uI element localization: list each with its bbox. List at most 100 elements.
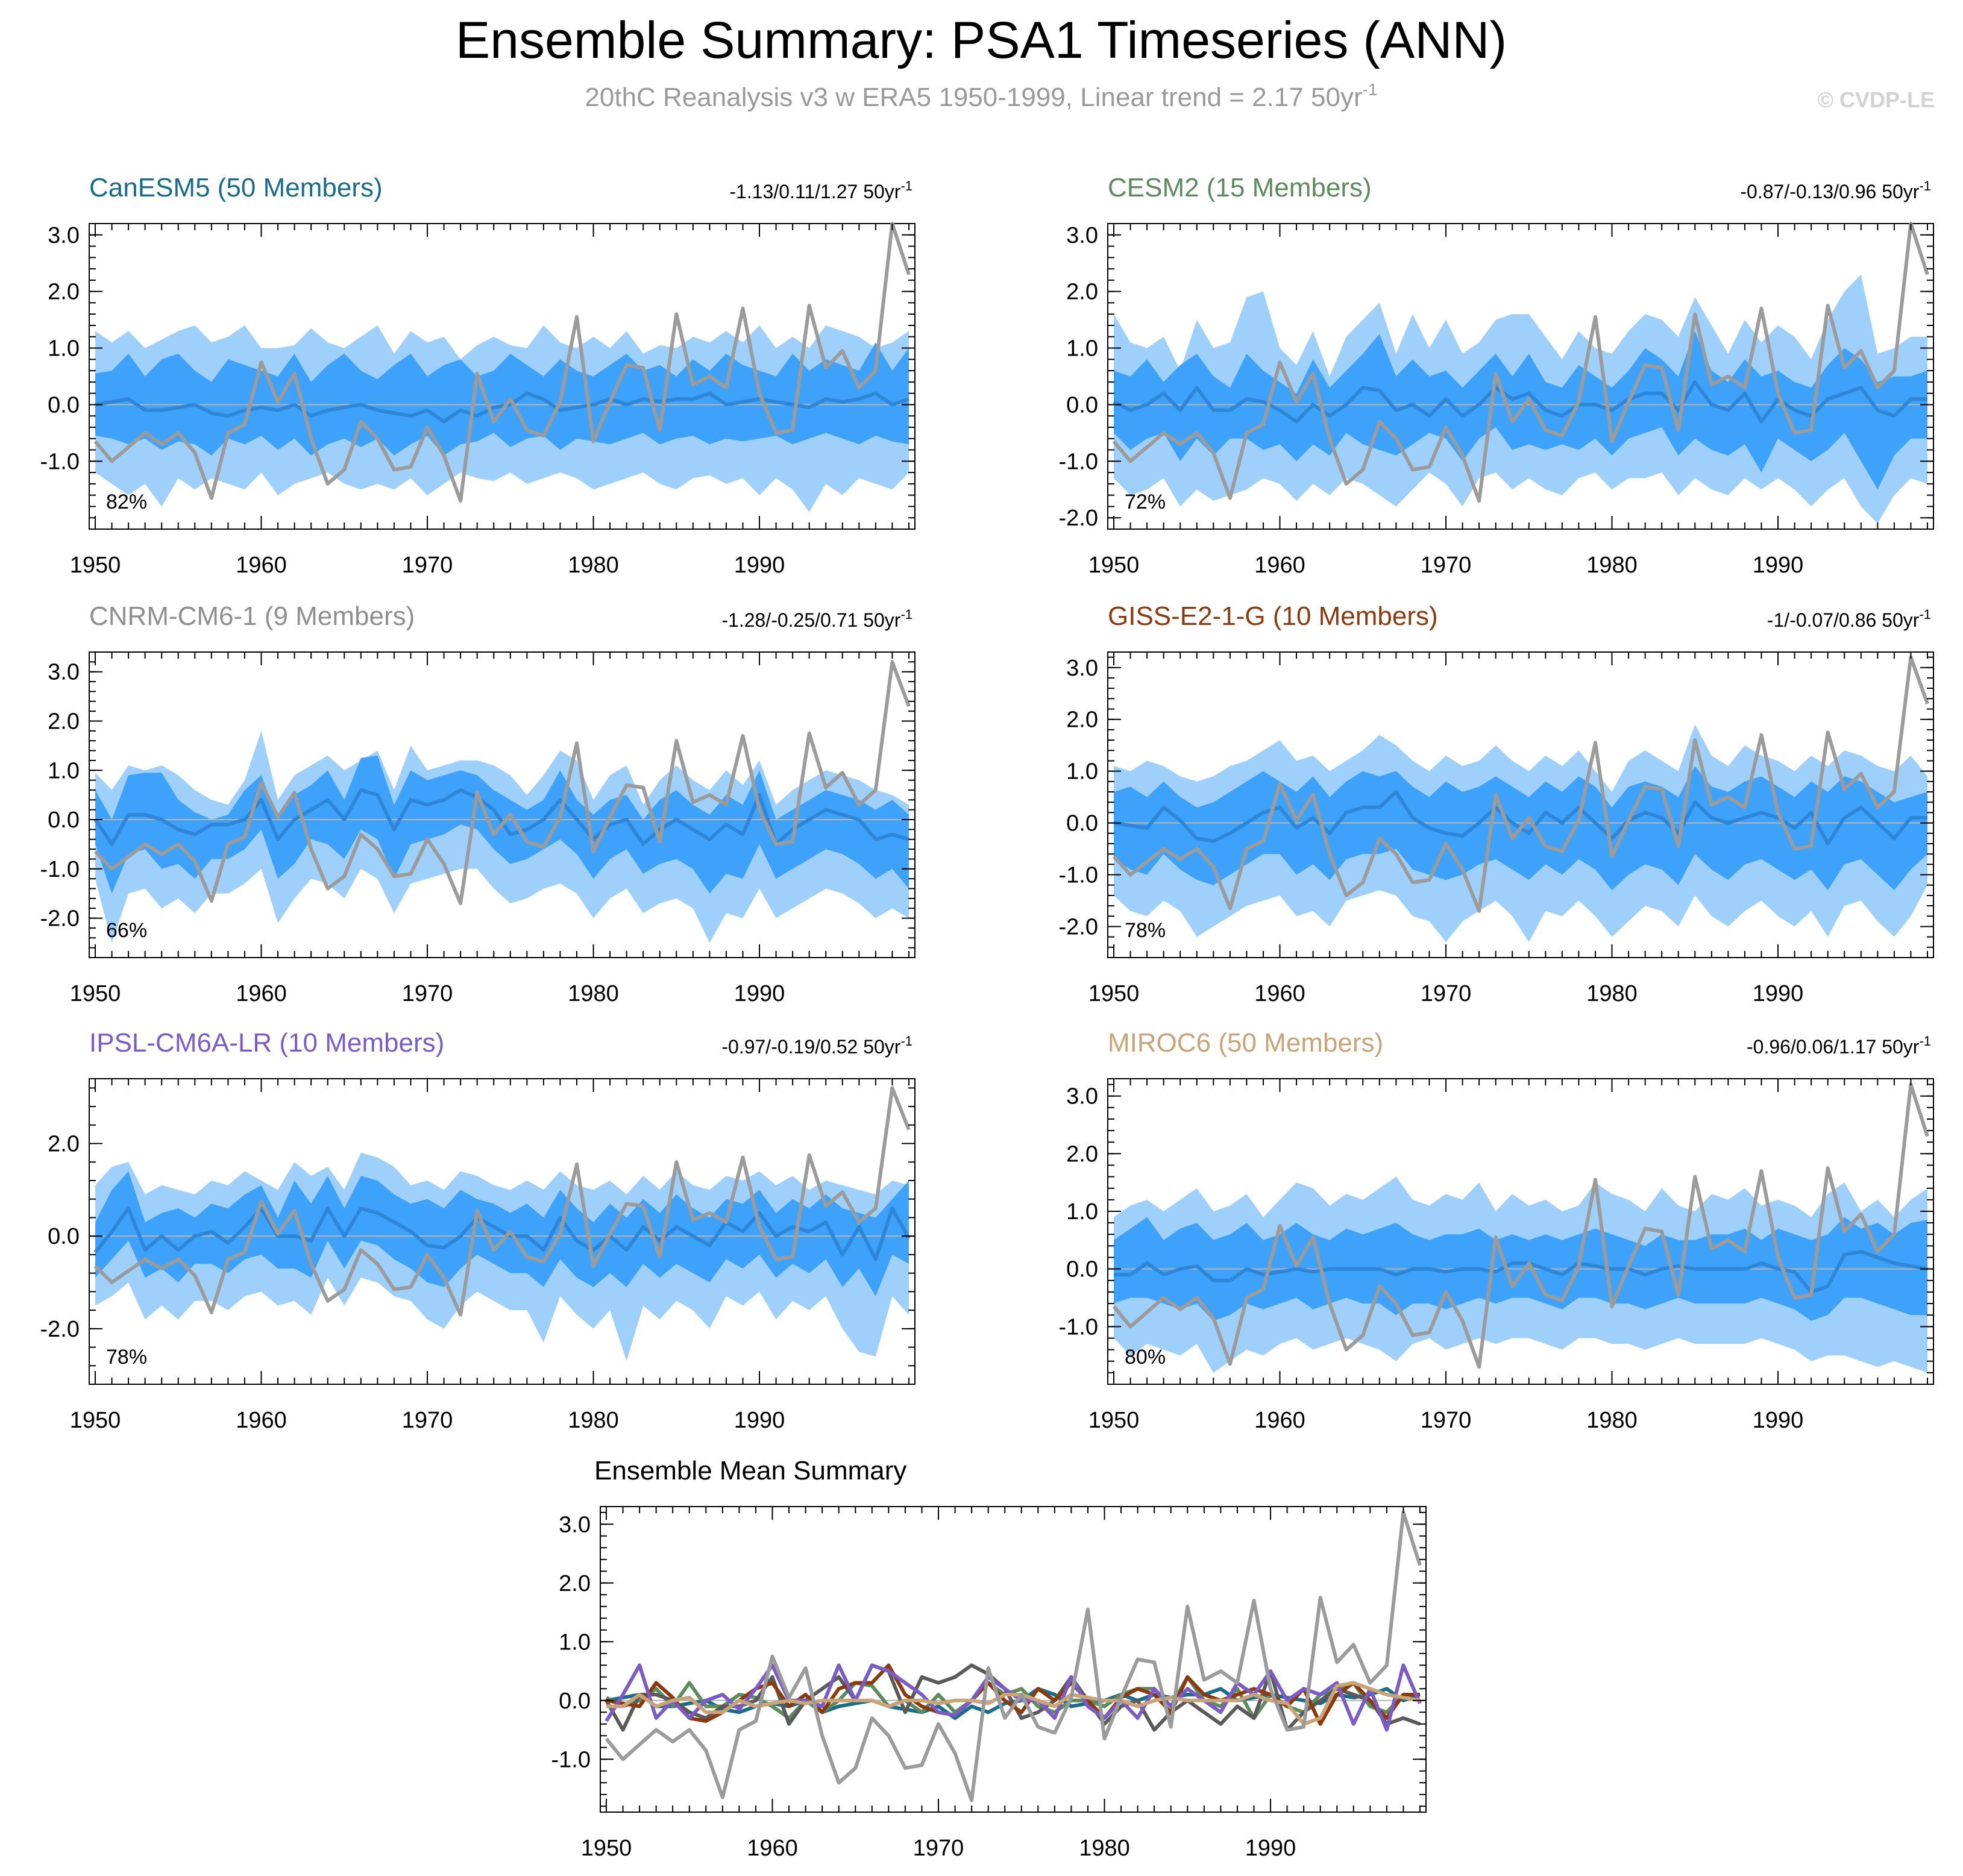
x-tick-label: 1960 xyxy=(236,1408,287,1433)
credit-watermark: © CVDP-LE xyxy=(1817,87,1935,112)
figure-subtitle: 20thC Reanalysis v3 w ERA5 1950-1999, Li… xyxy=(585,80,1377,112)
x-tick-label: 1970 xyxy=(913,1836,964,1861)
panel-title: CanESM5 (50 Members) xyxy=(89,173,383,202)
plot-frame xyxy=(89,651,916,958)
percent-label: 78% xyxy=(1125,919,1166,942)
y-tick-label: 0.0 xyxy=(1066,392,1098,418)
x-tick-label: 1950 xyxy=(1088,1408,1140,1433)
x-tick-label: 1990 xyxy=(734,1408,785,1433)
x-tick-label: 1950 xyxy=(1088,553,1140,578)
percent-label: 72% xyxy=(1125,491,1166,513)
ensemble-mean-line xyxy=(93,1206,911,1261)
y-tick-label: -1.0 xyxy=(1059,449,1098,474)
x-tick-label: 1980 xyxy=(1079,1836,1130,1861)
percent-label: 78% xyxy=(106,1346,147,1369)
panel-title: CNRM-CM6-1 (9 Members) xyxy=(89,601,415,631)
y-tick-label: -2.0 xyxy=(40,1317,80,1342)
x-tick-label: 1970 xyxy=(402,981,453,1006)
y-tick-label: -1.0 xyxy=(551,1747,591,1772)
x-tick-label: 1960 xyxy=(1254,553,1305,578)
chart-panel-giss: 1950 1960 1970 1980 1990 -2.0 -1.0 0.0 1.0 2.0 3.0… xyxy=(1059,601,1934,1006)
trend-range-text: -0.96/0.06/1.17 50yr xyxy=(1747,1036,1920,1058)
percent-label: 66% xyxy=(106,919,147,942)
panel-title: MIROC6 (50 Members) xyxy=(1108,1028,1383,1058)
x-tick-label: 1960 xyxy=(1254,981,1305,1006)
chart-panel-ipsl: 1950 1960 1970 1980 1990 -2.0 0.0 2.0 IPSL-CM6A-… xyxy=(40,1028,916,1433)
trend-range-label: -1.13/0.11/1.27 50yr-1 xyxy=(729,178,912,202)
spread-band-25-75 xyxy=(95,342,909,456)
panel-title: GISS-E2-1-G (10 Members) xyxy=(1108,601,1438,631)
x-tick-label: 1950 xyxy=(1088,981,1140,1006)
y-tick-label: 1.0 xyxy=(1066,336,1098,362)
trend-range-text: -0.97/-0.19/0.52 50yr xyxy=(721,1036,900,1058)
x-tick-label: 1960 xyxy=(1254,1408,1305,1433)
trend-units-superscript: -1 xyxy=(900,1034,912,1049)
x-tick-label: 1990 xyxy=(734,981,785,1006)
y-tick-label: -2.0 xyxy=(40,906,80,932)
plot-frame xyxy=(1107,651,1934,958)
percent-label: 80% xyxy=(1125,1346,1166,1369)
ensemble-mean-line xyxy=(95,391,909,424)
y-tick-label: 2.0 xyxy=(48,1132,80,1157)
x-tick-label: 1980 xyxy=(568,1408,619,1433)
x-tick-label: 1980 xyxy=(1586,1408,1638,1433)
x-tick-label: 1970 xyxy=(1421,1408,1472,1433)
chart-panel-canesm5: 1950 1960 1970 1980 1990 -1.0 0.0 1.0 2.0 3.0 CanE… xyxy=(40,173,916,578)
observed-line xyxy=(1112,222,1929,503)
plot-frame xyxy=(600,1506,1427,1813)
subtitle-text: 20thC Reanalysis v3 w ERA5 1950-1999, Li… xyxy=(585,83,1362,112)
trend-range-text: -1.13/0.11/1.27 50yr xyxy=(729,181,900,202)
x-tick-label: 1970 xyxy=(402,553,453,578)
y-tick-label: -1.0 xyxy=(1059,863,1098,888)
trend-units-superscript: -1 xyxy=(900,178,912,193)
y-tick-label: 1.0 xyxy=(1066,759,1098,785)
observed-line xyxy=(93,660,911,905)
trend-units-superscript: -1 xyxy=(1919,178,1931,193)
y-tick-label: 1.0 xyxy=(1066,1199,1098,1225)
x-tick-label: 1980 xyxy=(568,981,619,1006)
x-tick-label: 1980 xyxy=(568,553,619,578)
y-tick-label: 0.0 xyxy=(1066,1257,1098,1282)
x-tick-label: 1980 xyxy=(1586,981,1638,1006)
y-tick-label: 2.0 xyxy=(48,280,80,305)
x-tick-label: 1980 xyxy=(1586,553,1638,578)
x-tick-label: 1990 xyxy=(1245,1836,1296,1861)
x-tick-label: 1970 xyxy=(402,1408,453,1433)
trend-range-label: -0.96/0.06/1.17 50yr-1 xyxy=(1747,1034,1931,1058)
trend-range-text: -1.28/-0.25/0.71 50yr xyxy=(721,609,900,631)
panels-group: 1950 1960 1970 1980 1990 -1.0 0.0 1.0 2.0 3.0 CanE… xyxy=(40,173,1934,1861)
x-tick-label: 1950 xyxy=(70,981,121,1006)
x-tick-label: 1990 xyxy=(1753,553,1804,578)
trend-range-label: -0.97/-0.19/0.52 50yr-1 xyxy=(721,1034,912,1058)
y-tick-label: 3.0 xyxy=(48,223,80,248)
series-line-miroc6 xyxy=(606,1681,1421,1726)
x-tick-label: 1990 xyxy=(734,553,785,578)
trend-range-text: -0.87/-0.13/0.96 50yr xyxy=(1740,181,1919,202)
y-tick-label: -1.0 xyxy=(40,857,80,882)
x-tick-label: 1950 xyxy=(70,1408,121,1433)
trend-units-superscript: -1 xyxy=(900,607,912,622)
ensemble-mean-line xyxy=(1114,1250,1928,1294)
y-tick-label: 2.0 xyxy=(1066,280,1098,305)
y-tick-label: 1.0 xyxy=(559,1630,591,1655)
y-tick-label: 1.0 xyxy=(48,758,80,783)
chart-panel-cesm2: 1950 1960 1970 1980 1990 -2.0 -1.0 0.0 1.0 2.0 3.0… xyxy=(1059,173,1934,578)
observed-line xyxy=(93,222,911,503)
chart-panel-cnrm: 1950 1960 1970 1980 1990 -2.0 -1.0 0.0 1.0 2.0 3.0… xyxy=(40,601,916,1006)
x-tick-label: 1950 xyxy=(581,1836,632,1861)
trend-range-text: -1/-0.07/0.86 50yr xyxy=(1767,609,1920,631)
x-tick-label: 1960 xyxy=(747,1836,798,1861)
figure-title: Ensemble Summary: PSA1 Timeseries (ANN) xyxy=(456,11,1507,69)
plot-frame xyxy=(1107,223,1934,530)
y-tick-label: 0.0 xyxy=(48,392,80,418)
plot-frame xyxy=(89,223,916,530)
observed-line xyxy=(93,1086,911,1317)
panel-title: Ensemble Mean Summary xyxy=(594,1456,906,1485)
subtitle-superscript: -1 xyxy=(1363,80,1378,99)
spread-band-25-75 xyxy=(95,1171,909,1296)
panel-title: CESM2 (15 Members) xyxy=(1108,173,1372,202)
trend-range-label: -0.87/-0.13/0.96 50yr-1 xyxy=(1740,178,1931,202)
y-tick-label: 3.0 xyxy=(1066,1084,1098,1109)
percent-label: 82% xyxy=(106,491,147,513)
